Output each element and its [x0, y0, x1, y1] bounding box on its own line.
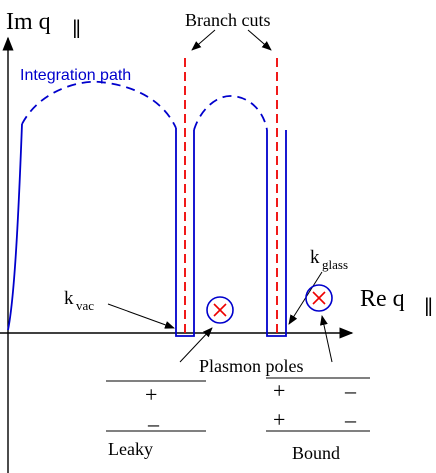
- integration-path-cut1: [175, 128, 195, 337]
- k-glass-sub: glass: [322, 257, 348, 272]
- x-axis-label-sub: ∥: [424, 297, 433, 319]
- integration-path-cut2: [266, 130, 287, 337]
- integration-path-arch-middle: [193, 95, 268, 131]
- plasmon-pole-bound: [305, 284, 333, 312]
- plasmon-arrow-leaky: [179, 327, 213, 363]
- integration-path-left: [7, 123, 23, 331]
- bound-sign-2: –: [344, 378, 357, 403]
- leaky-sign-upper: +: [145, 382, 157, 407]
- plasmon-arrow-bound: [320, 315, 333, 363]
- plasmon-poles-label: Plasmon poles: [199, 356, 304, 376]
- branch-cuts-arrow-right: [247, 29, 272, 51]
- plasmon-pole-leaky: [206, 296, 234, 324]
- k-vac-label: k: [64, 288, 74, 309]
- bound-sign-4: –: [344, 407, 357, 432]
- branch-cuts-arrow-left: [191, 29, 216, 51]
- integration-path-label: Integration path: [20, 67, 131, 84]
- y-axis-label: Im q: [6, 9, 51, 35]
- bound-sign-3: +: [273, 407, 285, 432]
- leaky-label: Leaky: [108, 439, 153, 459]
- k-glass-label: k: [310, 247, 320, 268]
- x-axis-label: Re q: [360, 286, 405, 312]
- k-vac-sub: vac: [76, 298, 94, 313]
- integration-path-arch-left: [21, 80, 177, 129]
- leaky-sign-lower: –: [147, 411, 160, 436]
- branch-cuts-label: Branch cuts: [185, 10, 270, 30]
- bound-label: Bound: [292, 443, 340, 463]
- y-axis-label-sub: ∥: [72, 19, 81, 41]
- bound-sign-1: +: [273, 378, 285, 403]
- k-vac-arrow: [107, 303, 175, 329]
